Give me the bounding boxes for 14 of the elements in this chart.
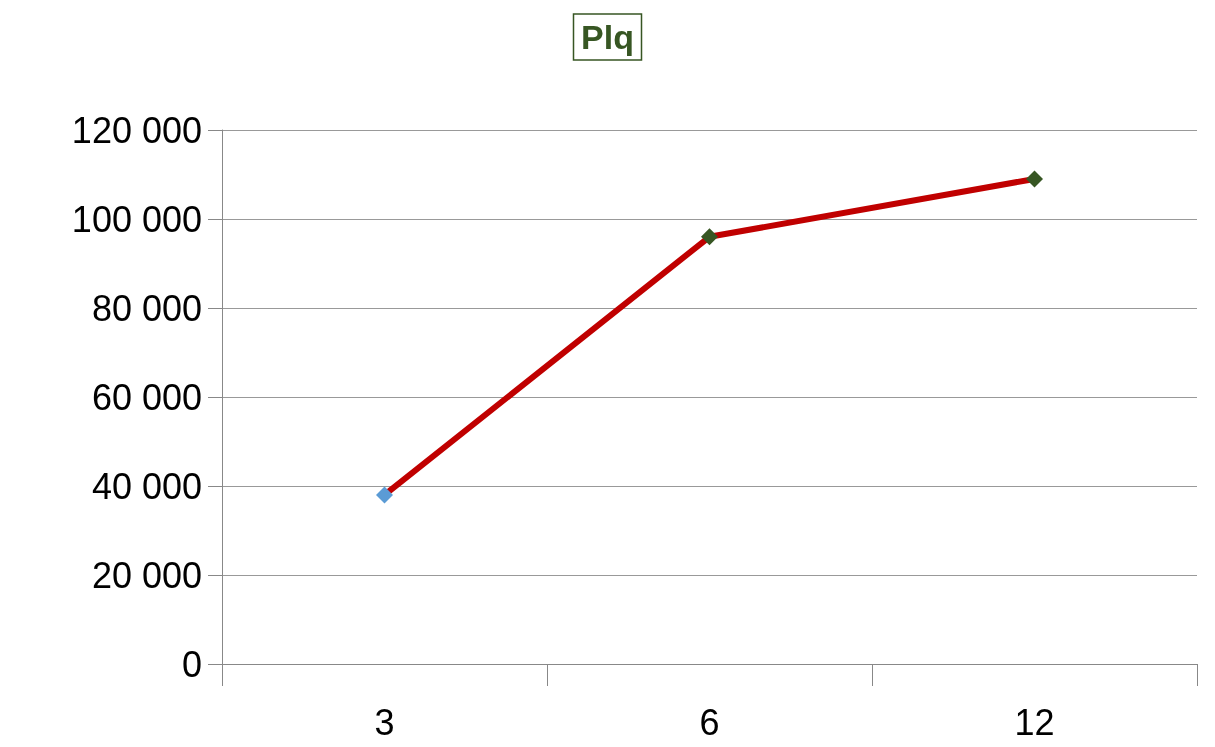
x-tick-label: 12 [1014, 701, 1055, 743]
y-tick-label: 120 000 [71, 109, 202, 151]
point [376, 486, 393, 504]
y-tick-label: 0 [181, 643, 202, 685]
y-tick-label: 80 000 [91, 287, 202, 329]
x-tick-label: 3 [374, 701, 395, 743]
y-tick-label: 40 000 [91, 465, 202, 507]
y-tick-label: 60 000 [91, 376, 202, 418]
point [1026, 170, 1043, 188]
y-tick-label: 100 000 [71, 198, 202, 240]
x-tick-label: 6 [699, 701, 720, 743]
point [701, 228, 718, 246]
y-tick-label: 20 000 [91, 554, 202, 596]
chart-title: Plq [581, 18, 634, 56]
